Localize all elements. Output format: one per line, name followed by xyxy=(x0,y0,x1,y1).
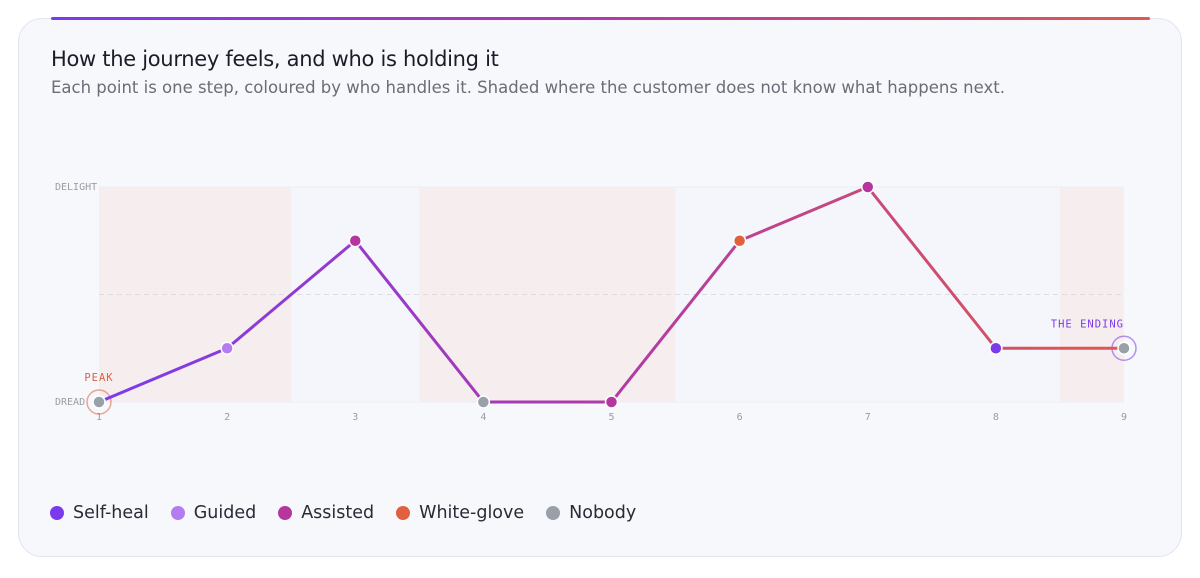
legend-item: White-glove xyxy=(396,503,524,523)
legend-swatch xyxy=(50,506,64,520)
step-point xyxy=(1117,341,1131,355)
y-tick-label: DREAD xyxy=(55,397,85,408)
legend-item: Guided xyxy=(170,503,257,523)
step-point xyxy=(92,395,106,409)
legend-label: Self-heal xyxy=(73,503,149,523)
x-tick-label: 2 xyxy=(224,412,230,423)
legend-item: Self-heal xyxy=(50,503,149,523)
chart-title: How the journey feels, and who is holdin… xyxy=(51,47,499,71)
step-point xyxy=(604,395,619,409)
legend: Self-heal Guided Assisted White-glove Nobody xyxy=(50,503,636,523)
legend-label: Guided xyxy=(193,503,257,523)
step-point xyxy=(348,234,362,248)
x-tick-label: 3 xyxy=(352,412,358,423)
legend-label: White-glove xyxy=(419,503,525,523)
x-tick-label: 5 xyxy=(608,412,614,423)
annotation-ring xyxy=(86,389,112,415)
step-point xyxy=(220,341,234,355)
legend-swatch xyxy=(278,506,293,520)
step-point xyxy=(989,341,1003,355)
legend-item: Nobody xyxy=(546,503,636,523)
y-tick-label: DELIGHT xyxy=(55,182,97,193)
x-tick-label: 9 xyxy=(1121,412,1127,423)
step-point xyxy=(476,395,491,409)
x-tick-label: 8 xyxy=(993,412,999,423)
legend-swatch xyxy=(170,506,185,520)
shaded-region xyxy=(99,187,292,402)
chart-subtitle: Each point is one step, coloured by who … xyxy=(51,78,1005,97)
step-point xyxy=(861,180,875,194)
x-tick-label: 4 xyxy=(480,412,486,423)
legend-swatch xyxy=(546,506,561,520)
accent-bar xyxy=(51,17,1150,20)
legend-label: Assisted xyxy=(301,503,375,523)
step-point xyxy=(732,234,747,248)
x-tick-label: 1 xyxy=(96,412,102,423)
legend-item: Assisted xyxy=(278,503,374,523)
annotation-label: PEAK xyxy=(84,372,113,384)
annotation-label: THE ENDING xyxy=(1051,318,1124,330)
legend-label: Nobody xyxy=(569,503,637,523)
legend-swatch xyxy=(396,506,411,520)
x-tick-label: 6 xyxy=(737,412,743,423)
x-tick-label: 7 xyxy=(865,412,871,423)
